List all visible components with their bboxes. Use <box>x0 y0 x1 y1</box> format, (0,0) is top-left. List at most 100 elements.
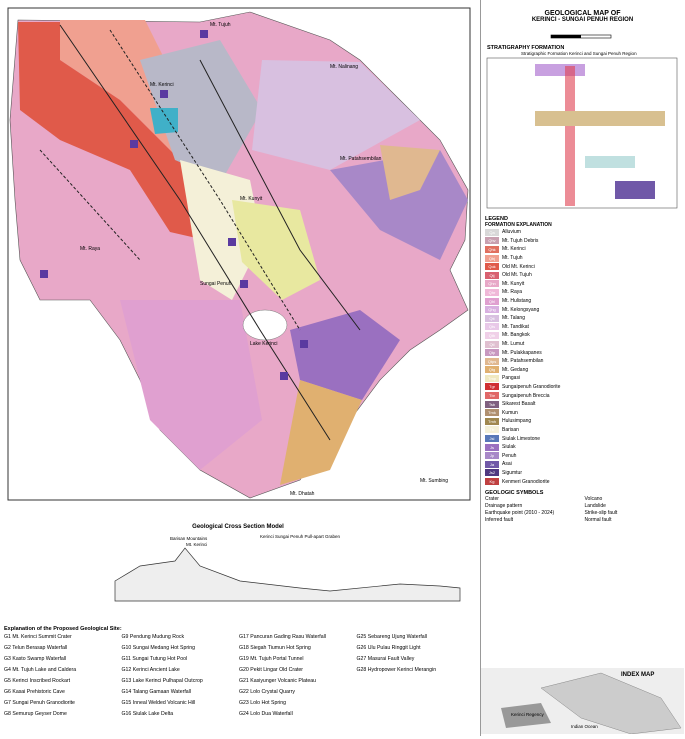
cross-section-label: Kerinci Sungai Penuh Pull-apart Graben <box>260 534 341 539</box>
geology-unit <box>232 200 320 300</box>
legend-label: Barisan <box>502 426 519 433</box>
place-label: Mt. Kunyit <box>240 196 263 202</box>
legend-label: Sungaipenuh Granodiorite <box>502 383 561 390</box>
geosite-item: G17 Pancuran Gading Rasu Waterfall <box>239 634 326 640</box>
index-map: INDEX MAP Kerinci Regency Indian Ocean <box>481 668 684 735</box>
legend-item: Kg Kenmeri Granodiorite <box>485 477 684 486</box>
legend-swatch: Tmp <box>485 374 499 382</box>
geosite <box>228 238 236 246</box>
geosite-markers <box>40 30 308 380</box>
legend-item: Qhr Mt. Raya <box>485 288 684 297</box>
legend-label: Mt. Kunyit <box>502 280 525 287</box>
strat-title: STRATIGRAPHY FORMATION <box>487 45 565 51</box>
geosite-item: G8 Semurup Geyser Dome <box>4 711 67 717</box>
strat-unit <box>535 64 585 76</box>
place-label: Sungai Penuh <box>200 281 232 287</box>
lake <box>242 309 288 341</box>
legend-item: Qtps Mt. Patahsembilan <box>485 357 684 366</box>
island <box>501 703 551 728</box>
legend-item: Qts Mt. Tandikat <box>485 323 684 332</box>
legend-label: Siulak Limestone <box>502 435 541 442</box>
legend-label: Mt. Lumut <box>502 341 525 348</box>
legend-swatch: Tbr <box>485 392 499 400</box>
legend-item: Qtt Mt. Talang <box>485 314 684 323</box>
legend-label: Alluvium <box>502 229 521 236</box>
legend-label: Mt. Patahsembilan <box>502 358 544 365</box>
legend-label: Mt. Tujuh <box>502 255 523 262</box>
geosite <box>160 90 168 98</box>
legend-item: Tgr Sungaipenuh Granodiorite <box>485 383 684 392</box>
symbol-grid: Crater Volcano Drainage pattern Landslide Ea… <box>485 496 684 523</box>
scale-bar <box>481 23 684 45</box>
place-label: Mt. Sumbing <box>420 478 448 484</box>
geology-unit <box>252 60 420 170</box>
geological-map: Mt. Tujuh Mt. Kerinci Mt. Nalinang Mt. Pata… <box>7 7 471 501</box>
geosite-item: G4 Mt. Tujuh Lake and Caldera <box>4 667 77 673</box>
fault <box>59 24 331 441</box>
geosite-item: G12 Kerinci Ancient Lake <box>121 667 180 673</box>
geosite-item: G10 Sungai Medang Hot Spring <box>121 645 196 651</box>
geosite-item: G3 Kasto Swamp Waterfall <box>4 656 67 662</box>
geosite-item: G1 Mt. Kerinci Summit Crater <box>4 634 72 640</box>
geosite-item: G11 Sungai Tutung Hot Pool <box>121 656 188 662</box>
legend-swatch: Qtp <box>485 349 499 357</box>
geosite-item: G28 Hydropower Kerinci Merangin <box>356 667 437 673</box>
legend-swatch: Qhn <box>485 280 499 288</box>
legend-swatch: Qhj <box>485 254 499 262</box>
geology-unit <box>120 300 262 470</box>
legend-swatch: Qts <box>485 323 499 331</box>
fault <box>109 29 301 331</box>
legend-swatch: Kg <box>485 478 499 486</box>
legend-swatch: Qa <box>485 228 499 236</box>
geology-unit <box>290 310 400 400</box>
legend-item: Js Siulak <box>485 443 684 452</box>
legend-item: Qtj Old Mt. Tujuh <box>485 271 684 280</box>
legend-label: Sungaipenuh Breccia <box>502 392 550 399</box>
legend-swatch: Ja <box>485 460 499 468</box>
legend-label: Hulusimpang <box>502 418 532 425</box>
legend-item: Tbr Sungaipenuh Breccia <box>485 391 684 400</box>
legend-label: Kumun <box>502 409 518 416</box>
geology-unit <box>150 108 178 134</box>
geosite-item: G25 Sebareng Ujung Waterfall <box>356 634 427 640</box>
legend-swatch: Tsb <box>485 400 499 408</box>
geology-unit <box>280 380 362 485</box>
legend-label: Asai <box>502 461 512 468</box>
legend-label: Mt. Bangkok <box>502 332 530 339</box>
legend-item: Qtb Mt. Bangkok <box>485 331 684 340</box>
legend-item: Tmk Kumun <box>485 408 684 417</box>
legend-swatch: Qtg <box>485 366 499 374</box>
legend-swatch: Qhg <box>485 306 499 314</box>
legend-item: Qtp Mt. Pulakkapanes <box>485 348 684 357</box>
cross-section-title: Geological Cross Section Model <box>192 524 284 530</box>
strat-unit <box>535 111 665 126</box>
geosite-item: G6 Kasai Prehistoric Cave <box>4 689 65 695</box>
legend-swatch: Qhr <box>485 288 499 296</box>
legend-label: Kenmeri Granodiorite <box>502 478 550 485</box>
symbol-label: Normal fault <box>584 516 612 523</box>
legend-swatch: Tgr <box>485 383 499 391</box>
geosite-item: G13 Lake Kerinci Pulhapal Outcrop <box>121 678 203 684</box>
scale-svg <box>550 34 612 39</box>
side-panel: GEOLOGICAL MAP OF KERINCI - SUNGAI PENUH… <box>480 0 684 736</box>
legend-item: Jsl Siulak Limestone <box>485 434 684 443</box>
legend-label: Sikarest Basalt <box>502 401 536 408</box>
strat-chart <box>486 57 678 209</box>
legend-label: Mt. Raya <box>502 289 523 296</box>
geosite <box>240 280 248 288</box>
legend-item: Js2 Sigumtur <box>485 469 684 478</box>
geosite-item: G9 Pendung Mudung Rock <box>121 634 185 640</box>
legend-swatch: Js <box>485 443 499 451</box>
legend-swatch: Qhk <box>485 245 499 253</box>
place-label: Mt. Raya <box>80 246 100 252</box>
legend-label: Mt. Kerinci <box>502 246 526 253</box>
legend-item: Tmh Hulusimpang <box>485 417 684 426</box>
map-subtitle: KERINCI - SUNGAI PENUH REGION <box>531 17 634 23</box>
geosite-item: G24 Lolo Dua Waterfall <box>239 711 293 717</box>
geosite-item: G7 Sungai Penuh Granodiorite <box>4 700 75 706</box>
legend-swatch: Qhl <box>485 297 499 305</box>
geosite-grid: G1 Mt. Kerinci Summit Crater G2 Telun Ber… <box>4 634 474 722</box>
geosite-item: G16 Siulak Lake Delta <box>121 711 174 717</box>
index-label: Indian Ocean <box>571 724 598 729</box>
geosite <box>40 270 48 278</box>
